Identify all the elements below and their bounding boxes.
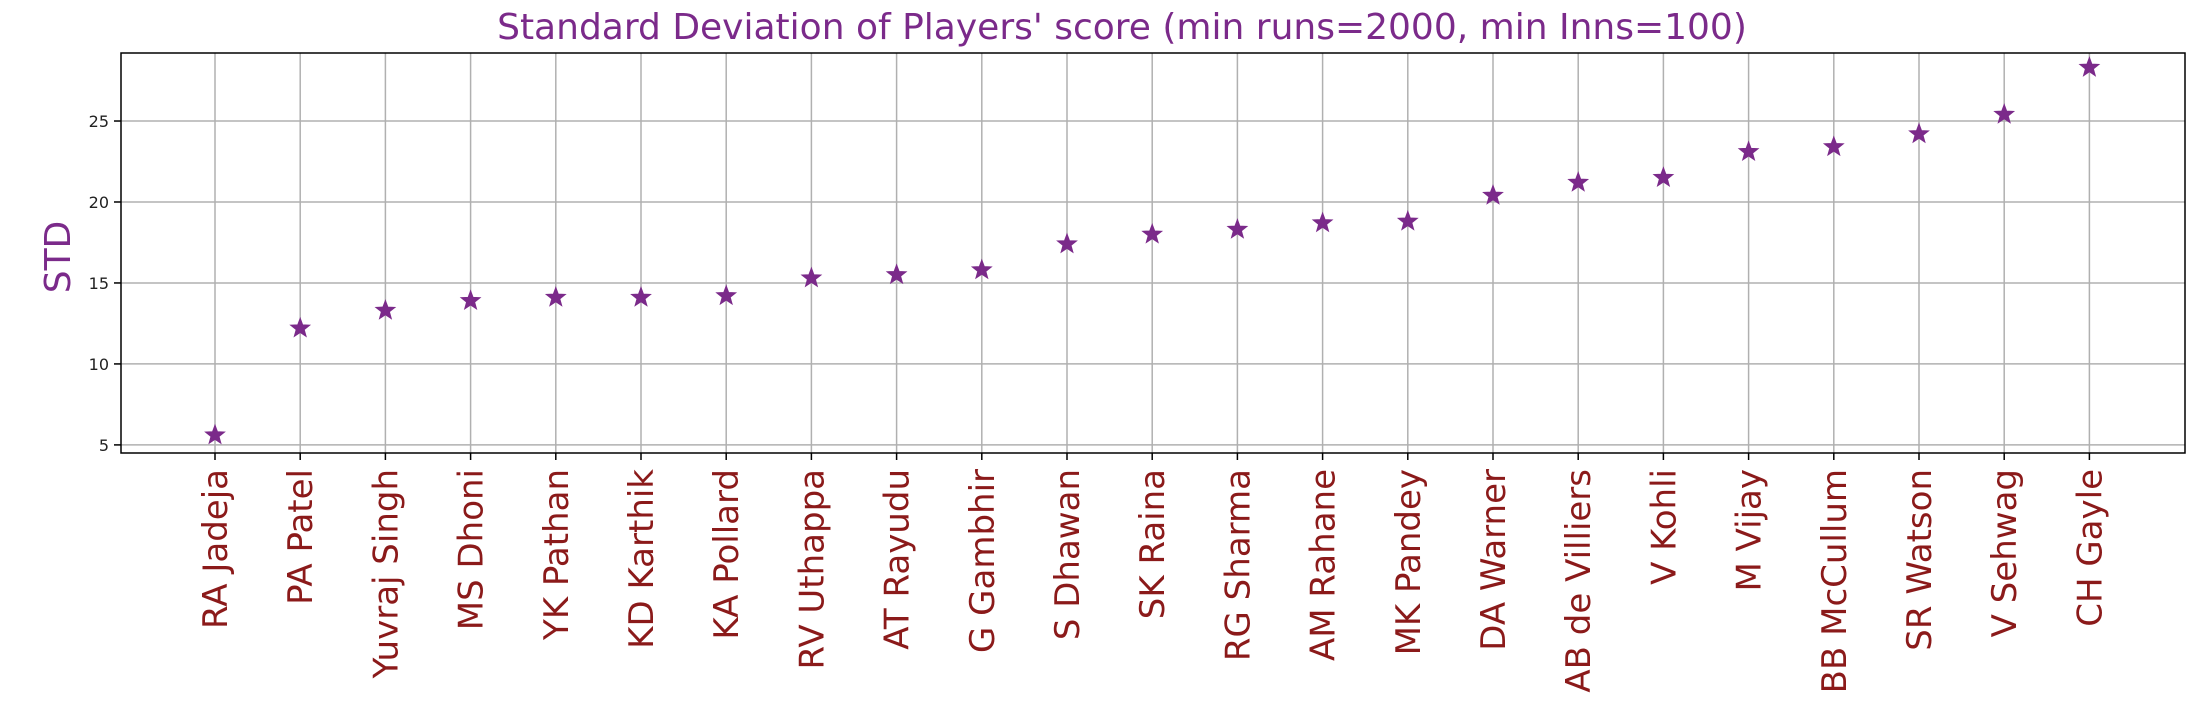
data-point-star [1226, 218, 1249, 239]
x-tick-label: AM Rahane [1304, 469, 1344, 661]
data-point-star [800, 266, 823, 288]
data-point-star [289, 316, 312, 338]
data-point-star [1652, 166, 1675, 187]
x-tick-label: KA Pollard [707, 469, 747, 640]
data-point-star [544, 286, 567, 307]
y-tick-label: 15 [89, 274, 109, 293]
x-tick-label: RA Jadeja [196, 469, 236, 629]
data-point-star [1737, 140, 1760, 162]
x-tick-label: MS Dhoni [452, 469, 492, 630]
x-tick-label: V Kohli [1644, 469, 1684, 585]
x-tick-label: RV Uthappa [792, 469, 832, 669]
data-point-star [970, 258, 993, 280]
x-tick-label: KD Karthik [622, 469, 662, 649]
y-axis-ticks: 5 10 15 20 25 [89, 112, 121, 455]
x-tick-label: MK Pandey [1389, 469, 1429, 655]
x-tick-label: DA Warner [1474, 469, 1514, 651]
data-point-star [1482, 184, 1504, 205]
x-tick-label: RG Sharma [1218, 469, 1258, 661]
data-point-star [459, 289, 482, 311]
data-point-star [374, 299, 397, 320]
chart-title: Standard Deviation of Players' score (mi… [497, 7, 1747, 48]
data-point-star [1567, 171, 1590, 192]
x-tick-label: AT Rayudu [878, 469, 918, 650]
data-point-star [885, 263, 908, 285]
y-tick-label: 10 [89, 355, 109, 374]
x-tick-label: SK Raina [1133, 469, 1173, 619]
data-point-star [630, 286, 652, 307]
plot-area [120, 52, 2186, 454]
data-point-star [1993, 103, 2016, 124]
data-point-star [1396, 209, 1419, 231]
y-tick-label: 20 [89, 193, 109, 212]
data-point-star [1908, 122, 1930, 144]
x-tick-label: V Sehwag [1985, 469, 2025, 637]
data-point-star [1141, 222, 1164, 244]
x-tick-label: YK Pathan [537, 469, 577, 641]
x-tick-label: AB de Villiers [1559, 469, 1599, 693]
data-points [204, 56, 2101, 445]
x-tick-label: CH Gayle [2070, 469, 2110, 627]
x-tick-label: BB McCullum [1815, 469, 1855, 693]
x-tick-label: PA Patel [281, 469, 321, 605]
y-tick-label: 5 [99, 436, 109, 455]
data-point-star [204, 423, 226, 445]
grid-lines [121, 53, 2185, 453]
x-axis-ticks: RA Jadeja PA Patel Yuvraj Singh MS Dhoni YK … [196, 453, 2110, 693]
data-point-star [2078, 56, 2101, 77]
data-point-star [715, 284, 738, 306]
data-point-star [1822, 135, 1845, 157]
x-tick-label: SR Watson [1900, 469, 1940, 651]
y-tick-label: 25 [89, 112, 109, 131]
y-axis-label: STD [38, 221, 79, 294]
x-tick-label: S Dhawan [1048, 469, 1088, 640]
x-tick-label: G Gambhir [963, 469, 1003, 653]
x-tick-label: Yuvraj Singh [366, 469, 406, 679]
x-tick-label: M Vijay [1730, 469, 1770, 592]
data-point-star [1311, 211, 1334, 233]
data-point-star [1056, 232, 1078, 254]
